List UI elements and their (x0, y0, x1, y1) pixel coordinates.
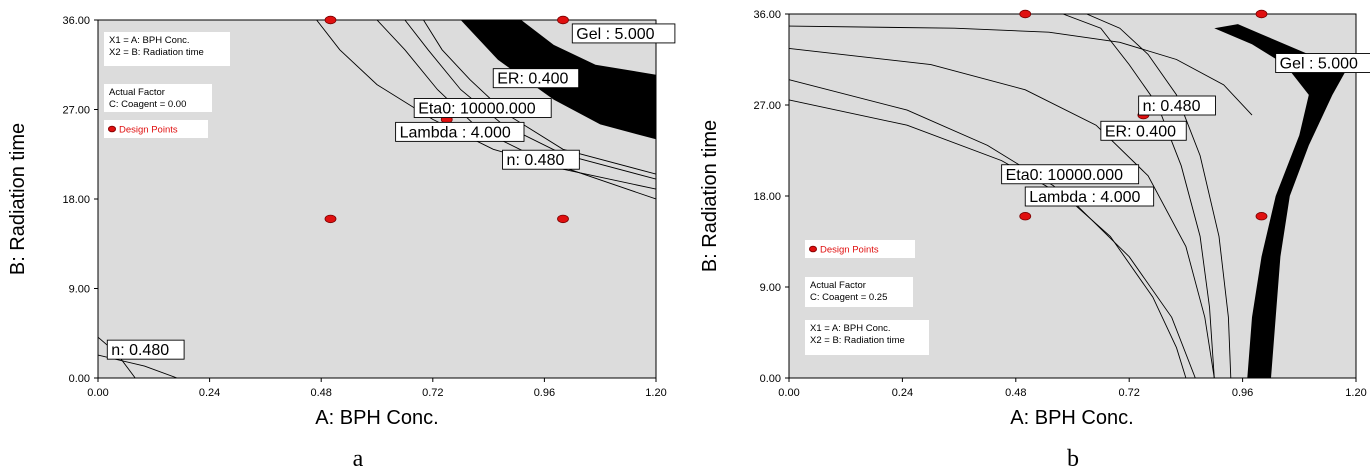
x-tick-label: 0.00 (87, 387, 108, 399)
contour-label: n: 0.480 (507, 152, 565, 169)
contour-label: ER: 0.400 (497, 71, 568, 88)
x-tick-label: 0.48 (1005, 387, 1026, 399)
panel-label-b: b (1067, 446, 1079, 472)
x-tick-label: 0.72 (422, 387, 443, 399)
x-axis-title: A: BPH Conc. (1010, 407, 1133, 429)
contour-label: Eta0: 10000.000 (1006, 167, 1124, 184)
legend-box (104, 32, 230, 66)
design-point (324, 214, 337, 224)
legend-box (805, 277, 913, 307)
contour-label: Lambda : 4.000 (400, 124, 511, 141)
x-tick-label: 1.20 (645, 387, 666, 399)
contour-label-box (1100, 120, 1187, 141)
contour-label-box (571, 23, 676, 44)
legend-box (104, 120, 208, 138)
legend-text-line: C: Coagent = 0.00 (109, 99, 186, 110)
y-tick-label: 9.00 (69, 284, 90, 296)
legend-box (805, 320, 929, 355)
design-point (1019, 9, 1032, 19)
contour-label-box (502, 149, 580, 170)
y-tick-label: 36.00 (753, 9, 781, 21)
legend-design-point-marker (108, 125, 116, 133)
y-tick-label: 18.00 (62, 194, 90, 206)
x-axis-title: A: BPH Conc. (315, 407, 438, 429)
contour-label: Lambda : 4.000 (1029, 189, 1140, 206)
contour-line-outer (789, 47, 1215, 378)
panel-label-a: a (353, 446, 364, 472)
x-tick-label: 0.24 (892, 387, 913, 399)
legend-text-line: X1 = A: BPH Conc. (109, 35, 190, 46)
y-tick-label: 18.00 (753, 191, 781, 203)
y-tick-label: 9.00 (760, 282, 781, 294)
contour-label-box (106, 339, 185, 360)
design-point (557, 214, 569, 224)
y-tick-label: 0.00 (69, 373, 90, 385)
contour-label: n: 0.480 (1143, 98, 1201, 115)
contour-label-box (395, 121, 525, 142)
x-tick-label: 0.24 (199, 387, 220, 399)
x-tick-label: 0.48 (310, 387, 331, 399)
contour-label-box (1138, 95, 1216, 116)
contour-label-box (413, 98, 552, 118)
legend-text-line: X2 = B: Radiation time (109, 47, 204, 58)
contour-label: Gel : 5.000 (576, 26, 654, 43)
contour-line-er-line (1086, 14, 1232, 378)
y-tick-label: 0.00 (760, 373, 781, 385)
legend-design-point-marker (809, 245, 817, 253)
y-tick-label: 27.00 (753, 100, 781, 112)
legend-box (805, 240, 915, 258)
y-tick-label: 27.00 (62, 105, 90, 117)
design-point (557, 15, 569, 25)
contour-line-mid1 (789, 79, 1187, 378)
legend-text-line: Actual Factor (810, 280, 866, 291)
x-tick-label: 1.20 (1345, 387, 1366, 399)
y-tick-label: 36.00 (62, 15, 90, 27)
legend-design-points: Design Points (820, 245, 879, 256)
y-axis-title: B: Radiation time (7, 123, 29, 275)
x-tick-label: 0.96 (1232, 387, 1253, 399)
x-tick-label: 0.00 (778, 387, 799, 399)
x-tick-label: 0.96 (534, 387, 555, 399)
contour-label: ER: 0.400 (1105, 123, 1176, 140)
contour-label: Eta0: 10000.000 (418, 101, 536, 118)
y-axis-title: B: Radiation time (699, 120, 721, 272)
design-point (324, 15, 337, 25)
legend-design-points: Design Points (119, 125, 178, 136)
contour-label-box (1001, 164, 1140, 185)
contour-line-top-arc (789, 25, 1253, 116)
contour-label-box (1024, 186, 1155, 207)
legend-text-line: C: Coagent = 0.25 (810, 292, 887, 303)
x-tick-label: 0.72 (1118, 387, 1139, 399)
contour-label: n: 0.480 (111, 342, 169, 359)
legend-text-line: Actual Factor (109, 87, 165, 98)
contour-label: Gel : 5.000 (1280, 56, 1358, 73)
gel-region (1214, 24, 1347, 378)
design-point (1019, 212, 1032, 221)
contour-label-box (1275, 53, 1370, 73)
legend-text-line: X1 = A: BPH Conc. (810, 323, 891, 334)
panel-a: 0.00 0.24 0.48 0.72 0.96 1.20 0.00 9.00 18.00 27.… (7, 15, 676, 429)
legend-box (104, 84, 212, 112)
design-point (1255, 212, 1268, 221)
panel-b: 0.00 0.24 0.48 0.72 0.96 1.20 0.00 9.00 18.00 27.… (699, 9, 1370, 429)
design-point (1255, 9, 1268, 19)
contour-label-box (492, 68, 580, 89)
legend-text-line: X2 = B: Radiation time (810, 335, 905, 346)
